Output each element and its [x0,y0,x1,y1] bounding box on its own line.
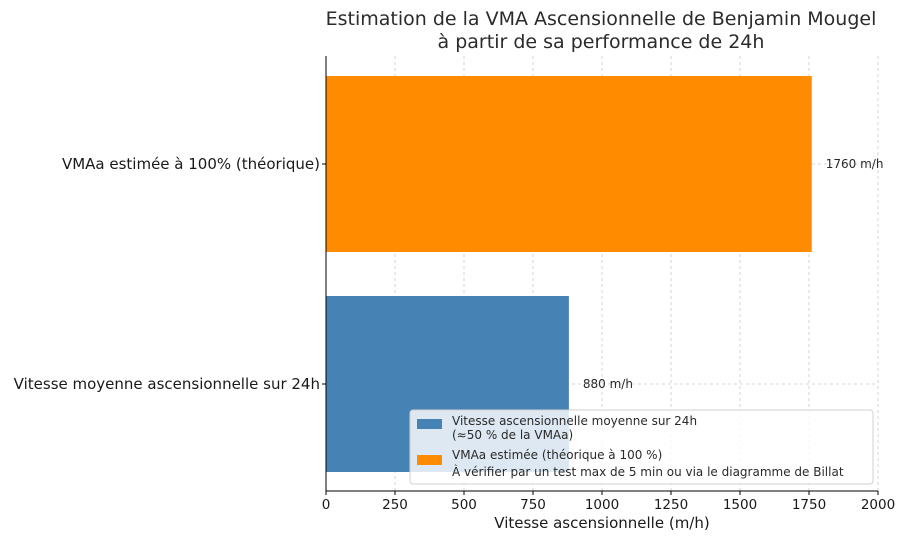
legend-label-1-line-2: À vérifier par un test max de 5 min ou v… [452,464,844,479]
chart-title-line-1: Estimation de la VMA Ascensionnelle de B… [326,8,877,30]
category-label-1: VMAa estimée à 100% (théorique) [62,155,320,173]
legend-label-0-line-1: Vitesse ascensionnelle moyenne sur 24h [452,414,697,428]
legend-box [409,409,874,485]
x-tick-label-4: 1000 [585,497,619,513]
x-tick-label-6: 1500 [723,497,757,513]
category-label-0: Vitesse moyenne ascensionnelle sur 24h [14,375,320,393]
x-tick-label-2: 500 [451,497,477,513]
x-tick-label-0: 0 [322,497,331,513]
legend-label-0-line-2: (≈50 % de la VMAa) [452,428,573,442]
data-label-0: 880 m/h [583,377,633,391]
x-tick-label-7: 1750 [792,497,826,513]
x-tick-label-1: 250 [382,497,408,513]
legend-swatch-0 [417,419,442,429]
category-labels: Vitesse moyenne ascensionnelle sur 24h VM… [14,155,320,393]
x-axis-title: Vitesse ascensionnelle (m/h) [494,514,709,532]
chart-title: Estimation de la VMA Ascensionnelle de B… [326,8,877,53]
data-labels: 880 m/h 1760 m/h [583,157,884,391]
chart-title-line-2: à partir de sa performance de 24h [438,31,765,53]
legend-label-1-line-1: VMAa estimée (théorique à 100 %) [452,448,662,462]
x-tick-label-5: 1250 [654,497,688,513]
x-tick-label-3: 750 [520,497,546,513]
legend-swatch-1 [417,455,442,465]
x-tick-label-8: 2000 [861,497,895,513]
bar-1 [326,76,812,252]
data-label-1: 1760 m/h [826,157,884,171]
x-axis-ticks: 0 250 500 750 1000 1250 1500 1750 2000 [322,163,895,513]
legend: Vitesse ascensionnelle moyenne sur 24h(≈… [409,409,874,485]
